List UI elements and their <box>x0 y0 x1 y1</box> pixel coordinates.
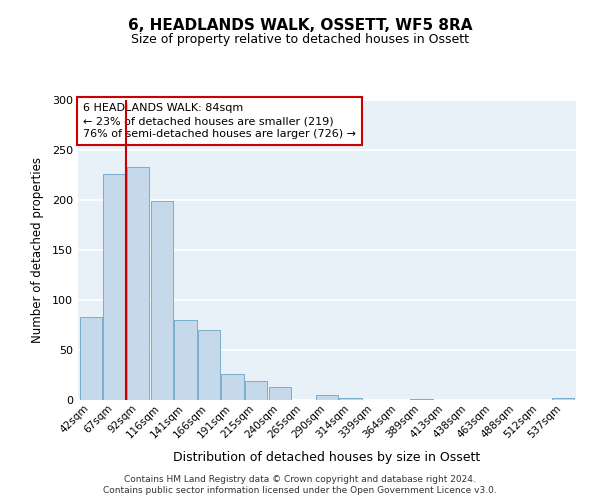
Y-axis label: Number of detached properties: Number of detached properties <box>31 157 44 343</box>
Bar <box>245 381 268 400</box>
Bar <box>316 395 338 400</box>
Bar <box>103 174 126 400</box>
Bar <box>340 398 362 400</box>
Text: 6, HEADLANDS WALK, OSSETT, WF5 8RA: 6, HEADLANDS WALK, OSSETT, WF5 8RA <box>128 18 472 32</box>
Bar <box>174 320 197 400</box>
Bar <box>80 317 102 400</box>
Bar <box>552 398 574 400</box>
X-axis label: Distribution of detached houses by size in Ossett: Distribution of detached houses by size … <box>173 450 481 464</box>
Bar <box>221 374 244 400</box>
Text: Contains HM Land Registry data © Crown copyright and database right 2024.: Contains HM Land Registry data © Crown c… <box>124 475 476 484</box>
Text: 6 HEADLANDS WALK: 84sqm
← 23% of detached houses are smaller (219)
76% of semi-d: 6 HEADLANDS WALK: 84sqm ← 23% of detache… <box>83 103 356 140</box>
Text: Size of property relative to detached houses in Ossett: Size of property relative to detached ho… <box>131 32 469 46</box>
Bar <box>269 387 291 400</box>
Text: Contains public sector information licensed under the Open Government Licence v3: Contains public sector information licen… <box>103 486 497 495</box>
Bar <box>151 201 173 400</box>
Bar <box>198 330 220 400</box>
Bar <box>410 399 433 400</box>
Bar <box>127 167 149 400</box>
